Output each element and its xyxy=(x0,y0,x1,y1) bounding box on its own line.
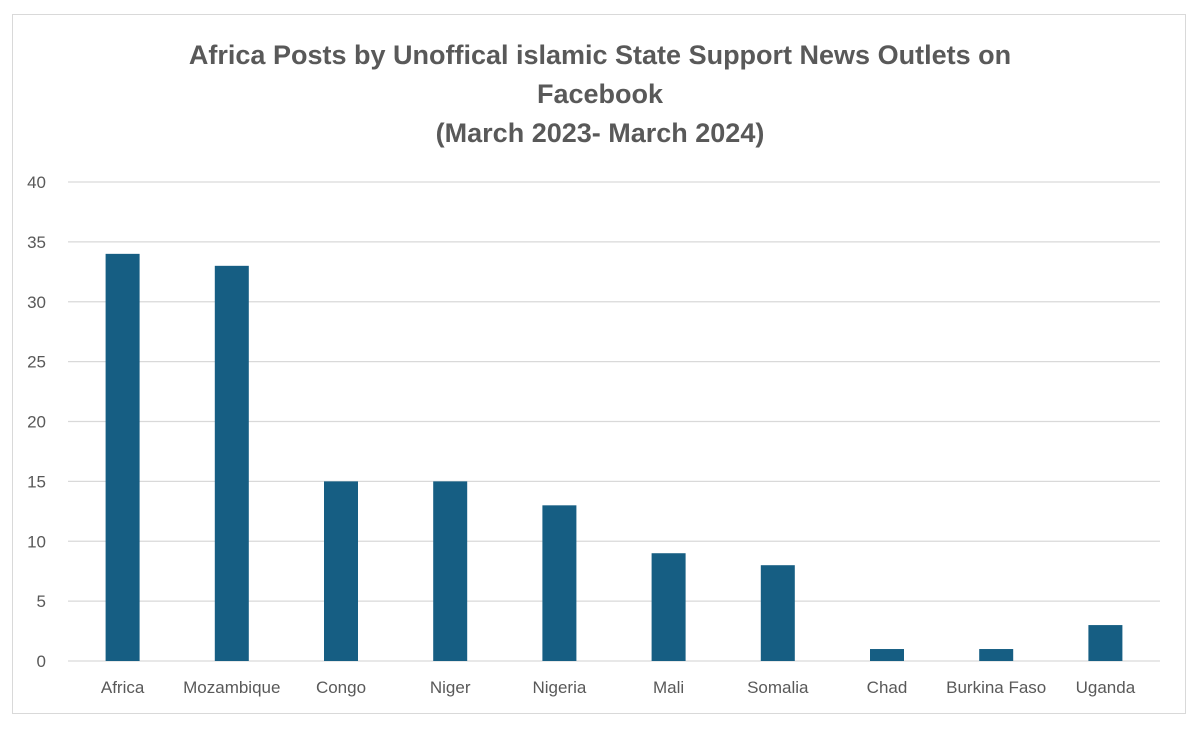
x-tick-label: Nigeria xyxy=(532,678,586,697)
bar-mozambique xyxy=(214,265,249,661)
chart-title-line-1: Africa Posts by Unoffical islamic State … xyxy=(188,40,1012,70)
y-tick-label: 5 xyxy=(37,592,46,611)
y-axis: 0 5 10 15 20 25 30 35 40 xyxy=(27,173,46,671)
bar-mali xyxy=(651,553,686,661)
y-tick-label: 25 xyxy=(27,353,46,372)
x-tick-label: Mozambique xyxy=(183,678,280,697)
bar-nigeria xyxy=(542,505,577,661)
y-tick-label: 30 xyxy=(27,293,46,312)
x-tick-label: Burkina Faso xyxy=(946,678,1046,697)
chart-frame xyxy=(12,14,1186,714)
chart-title-line-2: Facebook xyxy=(536,79,664,109)
bar-niger xyxy=(433,481,468,661)
y-tick-label: 20 xyxy=(27,413,46,432)
y-tick-label: 10 xyxy=(27,532,46,551)
gridlines xyxy=(68,181,1160,662)
x-axis: Africa Mozambique Congo Niger Nigeria Mali Som… xyxy=(101,678,1136,697)
bar-somalia xyxy=(760,565,795,661)
x-tick-label: Somalia xyxy=(747,678,809,697)
x-tick-label: Uganda xyxy=(1076,678,1136,697)
x-tick-label: Congo xyxy=(316,678,366,697)
x-tick-label: Niger xyxy=(430,678,471,697)
bar-africa xyxy=(105,253,140,661)
bar-chad xyxy=(870,649,904,661)
y-tick-label: 40 xyxy=(27,173,46,192)
y-tick-label: 35 xyxy=(27,233,46,252)
y-tick-label: 15 xyxy=(27,472,46,491)
bar-uganda xyxy=(1088,625,1123,661)
chart-title-line-3: (March 2023- March 2024) xyxy=(435,118,765,148)
bars xyxy=(105,253,1123,661)
x-tick-label: Chad xyxy=(867,678,908,697)
bar-congo xyxy=(324,481,358,661)
bar-burkina-faso xyxy=(979,649,1014,661)
chart-title: Africa Posts by Unoffical islamic State … xyxy=(0,36,1200,153)
y-tick-label: 0 xyxy=(37,652,46,671)
x-tick-label: Africa xyxy=(101,678,145,697)
x-tick-label: Mali xyxy=(653,678,684,697)
